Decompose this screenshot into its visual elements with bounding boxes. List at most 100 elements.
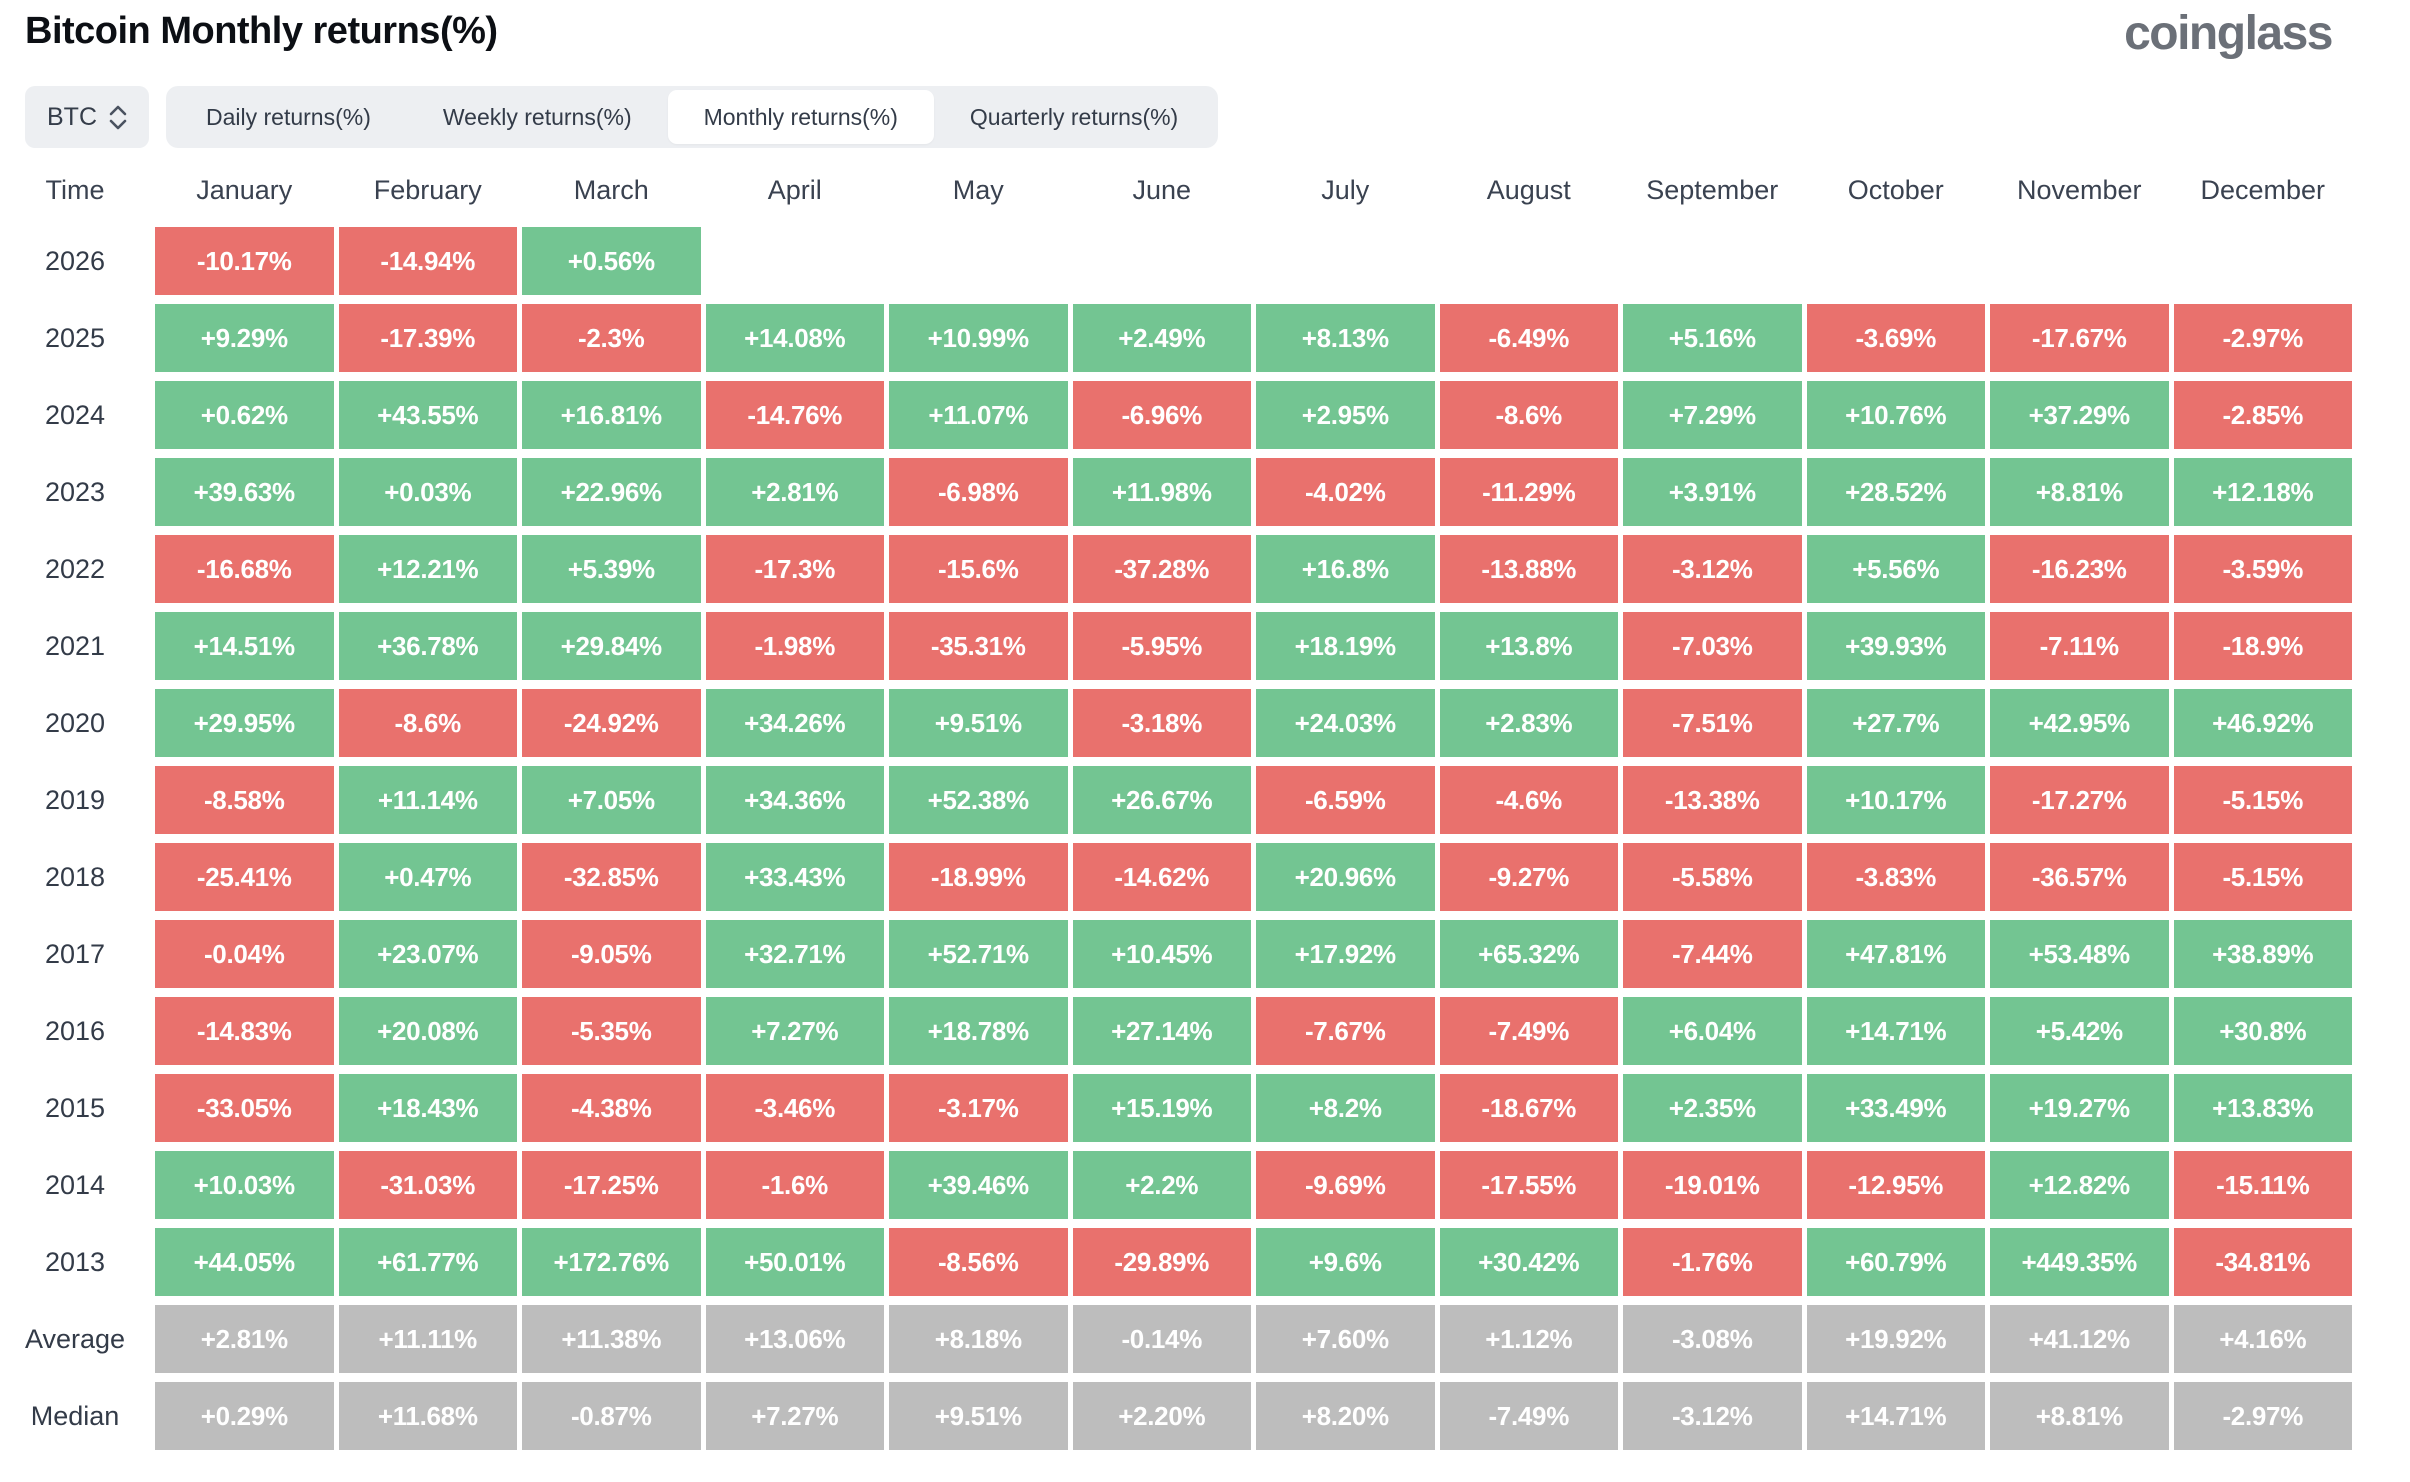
return-cell: -0.04% bbox=[155, 920, 334, 988]
column-header-november: November bbox=[2016, 174, 2142, 205]
row-label-2024: 2024 bbox=[44, 399, 106, 430]
return-cell: +2.49% bbox=[1072, 304, 1251, 372]
return-cell: -35.31% bbox=[889, 612, 1068, 680]
row-label-2018: 2018 bbox=[44, 861, 106, 892]
return-cell: -1.98% bbox=[705, 612, 884, 680]
return-cell: -8.6% bbox=[1439, 381, 1618, 449]
return-cell: -3.17% bbox=[889, 1074, 1068, 1142]
row-label-median: Median bbox=[30, 1400, 120, 1431]
return-cell: -15.11% bbox=[2173, 1151, 2352, 1219]
column-header-september: September bbox=[1646, 174, 1779, 205]
return-cell: +42.95% bbox=[1990, 689, 2169, 757]
return-cell: +26.67% bbox=[1072, 766, 1251, 834]
return-cell: +5.39% bbox=[522, 535, 701, 603]
up-down-chevron-icon bbox=[109, 105, 127, 130]
return-cell: +28.52% bbox=[1806, 458, 1985, 526]
return-cell: -13.88% bbox=[1439, 535, 1618, 603]
return-cell: -0.14% bbox=[1072, 1305, 1251, 1373]
return-cell: +14.71% bbox=[1806, 1382, 1985, 1450]
return-cell: +65.32% bbox=[1439, 920, 1618, 988]
return-cell: +11.38% bbox=[522, 1305, 701, 1373]
return-cell: +60.79% bbox=[1806, 1228, 1985, 1296]
coinglass-logo: coinglass bbox=[2124, 7, 2333, 60]
return-cell: -2.3% bbox=[522, 304, 701, 372]
controls-row: BTC Daily returns(%) Weekly returns(%) Mon… bbox=[25, 86, 2410, 148]
return-cell: +8.13% bbox=[1256, 304, 1435, 372]
row-label-2022: 2022 bbox=[44, 553, 106, 584]
return-cell: -12.95% bbox=[1806, 1151, 1985, 1219]
tab-quarterly-returns[interactable]: Quarterly returns(%) bbox=[969, 103, 1179, 130]
return-cell: -34.81% bbox=[2173, 1228, 2352, 1296]
return-cell: +34.36% bbox=[705, 766, 884, 834]
return-cell: +0.56% bbox=[522, 227, 701, 295]
row-label-2017: 2017 bbox=[44, 938, 106, 969]
return-cell: -5.95% bbox=[1072, 612, 1251, 680]
return-cell: +10.17% bbox=[1806, 766, 1985, 834]
return-cell: -7.49% bbox=[1439, 997, 1618, 1065]
return-cell: -15.6% bbox=[889, 535, 1068, 603]
return-cell: +43.55% bbox=[338, 381, 517, 449]
return-cell: +27.14% bbox=[1072, 997, 1251, 1065]
return-cell: +20.96% bbox=[1256, 843, 1435, 911]
return-cell: -31.03% bbox=[338, 1151, 517, 1219]
return-cell: -36.57% bbox=[1990, 843, 2169, 911]
return-cell: +13.8% bbox=[1439, 612, 1618, 680]
return-cell: -3.18% bbox=[1072, 689, 1251, 757]
return-cell: -18.99% bbox=[889, 843, 1068, 911]
return-cell: -17.67% bbox=[1990, 304, 2169, 372]
empty-cell bbox=[1990, 227, 2169, 295]
return-cell: -17.25% bbox=[522, 1151, 701, 1219]
empty-cell bbox=[889, 227, 1068, 295]
return-cell: -16.68% bbox=[155, 535, 334, 603]
return-cell: -5.15% bbox=[2173, 843, 2352, 911]
row-label-2021: 2021 bbox=[44, 630, 106, 661]
return-cell: +449.35% bbox=[1990, 1228, 2169, 1296]
return-cell: -3.12% bbox=[1623, 535, 1802, 603]
return-cell: +12.21% bbox=[338, 535, 517, 603]
return-cell: -14.76% bbox=[705, 381, 884, 449]
return-cell: +7.27% bbox=[705, 1382, 884, 1450]
return-cell: -18.67% bbox=[1439, 1074, 1618, 1142]
column-header-march: March bbox=[573, 174, 649, 205]
tab-monthly-returns[interactable]: Monthly returns(%) bbox=[667, 90, 934, 144]
return-cell: +18.78% bbox=[889, 997, 1068, 1065]
return-cell: +2.20% bbox=[1072, 1382, 1251, 1450]
return-cell: +7.05% bbox=[522, 766, 701, 834]
return-cell: -9.27% bbox=[1439, 843, 1618, 911]
return-cell: +14.51% bbox=[155, 612, 334, 680]
return-cell: +1.12% bbox=[1439, 1305, 1618, 1373]
page-title: Bitcoin Monthly returns(%) bbox=[25, 10, 498, 52]
return-cell: +50.01% bbox=[705, 1228, 884, 1296]
return-cell: +8.18% bbox=[889, 1305, 1068, 1373]
return-cell: +19.27% bbox=[1990, 1074, 2169, 1142]
return-cell: -17.55% bbox=[1439, 1151, 1618, 1219]
return-cell: -3.12% bbox=[1623, 1382, 1802, 1450]
return-cell: +9.29% bbox=[155, 304, 334, 372]
return-cell: +47.81% bbox=[1806, 920, 1985, 988]
return-cell: -7.44% bbox=[1623, 920, 1802, 988]
return-cell: +29.95% bbox=[155, 689, 334, 757]
return-cell: +5.42% bbox=[1990, 997, 2169, 1065]
return-cell: +16.81% bbox=[522, 381, 701, 449]
return-cell: +61.77% bbox=[338, 1228, 517, 1296]
return-cell: -14.83% bbox=[155, 997, 334, 1065]
return-cell: +39.93% bbox=[1806, 612, 1985, 680]
return-cell: +7.60% bbox=[1256, 1305, 1435, 1373]
row-label-2015: 2015 bbox=[44, 1092, 106, 1123]
empty-cell bbox=[1440, 227, 1619, 295]
return-cell: -7.49% bbox=[1439, 1382, 1618, 1450]
return-cell: -6.98% bbox=[889, 458, 1068, 526]
return-cell: -17.3% bbox=[705, 535, 884, 603]
tab-daily-returns[interactable]: Daily returns(%) bbox=[206, 103, 371, 130]
return-cell: +12.82% bbox=[1990, 1151, 2169, 1219]
return-cell: +10.76% bbox=[1806, 381, 1985, 449]
return-cell: +2.83% bbox=[1439, 689, 1618, 757]
tab-weekly-returns[interactable]: Weekly returns(%) bbox=[442, 103, 632, 130]
return-cell: +24.03% bbox=[1256, 689, 1435, 757]
return-cell: -10.17% bbox=[155, 227, 334, 295]
return-cell: -7.03% bbox=[1623, 612, 1802, 680]
return-cell: +0.03% bbox=[338, 458, 517, 526]
column-header-july: July bbox=[1321, 174, 1370, 205]
return-cell: -3.08% bbox=[1623, 1305, 1802, 1373]
symbol-select[interactable]: BTC bbox=[25, 86, 149, 148]
